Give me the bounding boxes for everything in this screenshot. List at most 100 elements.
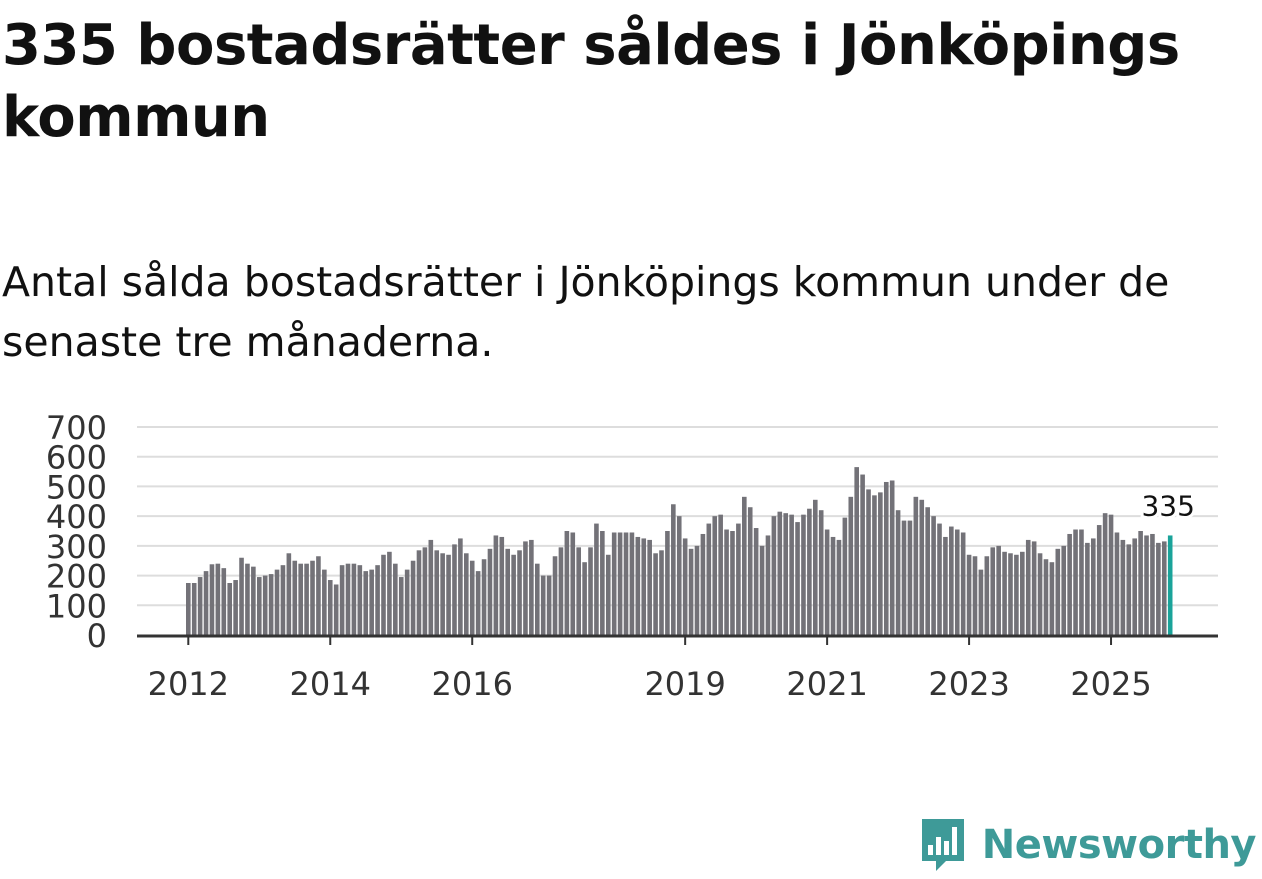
bar — [434, 550, 440, 635]
bar — [487, 548, 493, 635]
bar — [1108, 514, 1114, 635]
bar — [339, 565, 345, 635]
bars — [186, 467, 1173, 635]
y-tick-label: 300 — [46, 528, 107, 566]
bar — [824, 529, 830, 635]
bar — [1161, 541, 1167, 635]
bar — [611, 532, 617, 635]
bar — [505, 548, 511, 635]
bar — [582, 562, 587, 635]
bar — [1138, 531, 1143, 635]
bar — [653, 553, 658, 635]
newsworthy-logo-icon — [921, 819, 964, 871]
bar — [1126, 544, 1132, 635]
bar — [1073, 529, 1078, 635]
chart-title: 335 bostadsrätter såldes i Jönköpings ko… — [2, 13, 1180, 150]
bar — [659, 550, 664, 635]
bar — [972, 556, 978, 635]
bar — [1090, 538, 1096, 635]
bar — [600, 531, 605, 635]
y-tick-label: 400 — [46, 498, 107, 536]
bar — [268, 574, 274, 635]
bar — [398, 577, 404, 635]
bar — [280, 565, 286, 635]
bar — [310, 560, 315, 635]
bar — [552, 556, 558, 635]
bar — [381, 554, 386, 635]
bar — [327, 580, 333, 635]
bar — [895, 510, 901, 635]
bar — [1061, 545, 1067, 635]
bar — [493, 535, 499, 635]
bar — [878, 492, 883, 635]
x-tick-label-2019: 2019 — [644, 665, 725, 700]
bar — [215, 563, 221, 635]
bar — [1049, 562, 1055, 635]
bar — [712, 516, 718, 635]
bar — [818, 510, 824, 635]
bar — [747, 507, 753, 635]
bar — [919, 499, 925, 635]
bar — [588, 547, 593, 635]
bar — [671, 504, 676, 635]
bar — [529, 539, 534, 635]
bar — [570, 532, 576, 635]
bar — [428, 539, 434, 635]
bar — [499, 536, 505, 635]
bar — [221, 568, 227, 635]
bar — [251, 566, 256, 635]
bar — [262, 575, 268, 635]
bar — [718, 514, 723, 635]
bar — [978, 569, 984, 635]
bar — [730, 531, 735, 635]
data-labels: 335 — [1138, 486, 1197, 525]
bar — [854, 467, 859, 635]
bar — [742, 496, 747, 635]
bar — [298, 563, 303, 635]
bar — [665, 531, 670, 635]
bar — [422, 547, 428, 635]
bar — [1144, 535, 1149, 635]
bar — [239, 557, 244, 635]
bar — [209, 564, 215, 635]
bar — [996, 545, 1001, 635]
bar — [186, 583, 191, 635]
bar — [203, 571, 209, 635]
bar — [807, 508, 812, 635]
bar — [954, 529, 960, 635]
bar — [558, 547, 564, 635]
bar — [866, 489, 871, 635]
bar — [292, 560, 298, 635]
bar — [1055, 548, 1061, 635]
bar — [345, 563, 351, 635]
brand-name: Newsworthy — [981, 822, 1257, 868]
bar — [594, 523, 599, 635]
bar — [481, 559, 487, 635]
x-tick-label-2023: 2023 — [928, 665, 1009, 700]
bar — [475, 571, 481, 635]
bar — [842, 517, 848, 635]
bar — [540, 575, 546, 635]
newsworthy-logo: Newsworthy — [918, 815, 1257, 875]
y-tick-label: 0 — [87, 617, 107, 655]
bar — [387, 551, 392, 635]
bar — [1079, 529, 1084, 635]
bar — [641, 538, 647, 635]
bar — [1096, 525, 1102, 635]
bar — [1002, 551, 1007, 635]
bar-latest — [1167, 535, 1173, 635]
bar — [736, 523, 741, 635]
bar — [227, 583, 233, 635]
bar — [812, 499, 818, 635]
bar — [1014, 554, 1019, 635]
bar — [1020, 551, 1025, 635]
bar — [700, 533, 706, 635]
bar — [901, 520, 907, 635]
bar — [925, 507, 930, 635]
bar — [623, 532, 629, 635]
bar — [1037, 553, 1043, 635]
bar — [191, 583, 197, 635]
bar — [511, 554, 516, 635]
bar — [943, 536, 948, 635]
